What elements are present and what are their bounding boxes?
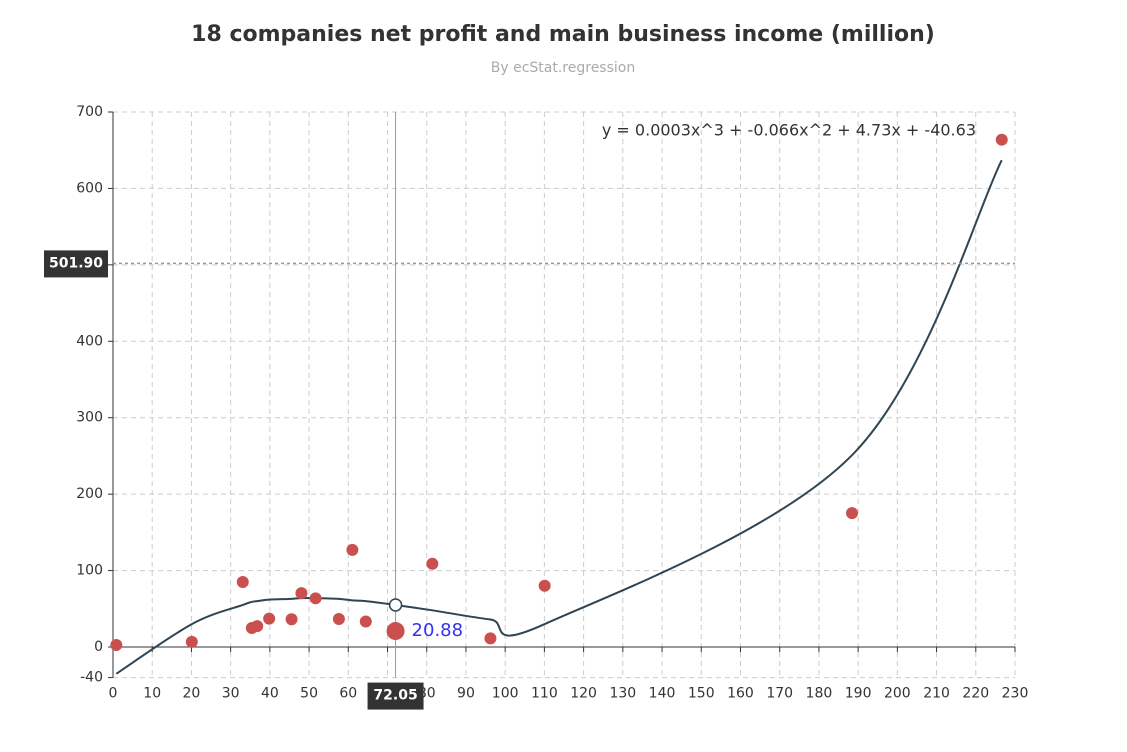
equation: y = 0.0003x^3 + -0.066x^2 + 4.73x + -40.…: [602, 121, 976, 140]
point: [332, 613, 345, 626]
x-tick-label: 210: [923, 686, 950, 702]
y-tick-label: 600: [76, 180, 103, 196]
x-tick-label: 140: [649, 686, 676, 702]
point: [263, 612, 276, 625]
point: [245, 622, 258, 635]
point: [309, 592, 322, 605]
point: [285, 613, 298, 626]
x-tick-label: 90: [457, 686, 475, 702]
point: [846, 507, 859, 520]
point: [995, 133, 1008, 146]
x-tick-label: 190: [845, 686, 872, 702]
x-tick-label: 120: [570, 686, 597, 702]
pointer-label-x-bg: [367, 682, 424, 710]
regression-line: [115, 159, 1003, 675]
point: [359, 615, 372, 628]
y-tick-label: 300: [76, 410, 103, 426]
y-tick-label: 700: [76, 104, 103, 120]
x-tick-label: 40: [261, 686, 279, 702]
x-tick-label: 10: [143, 686, 161, 702]
point: [386, 622, 405, 641]
point: [484, 632, 497, 645]
y-tick-label: -40: [80, 670, 103, 686]
x-tick-label: 220: [962, 686, 989, 702]
point: [538, 579, 551, 592]
point: [185, 635, 198, 648]
chart-subtitle: By ecStat.regression: [491, 60, 635, 76]
x-tick-label: 100: [492, 686, 519, 702]
y-tick-label: 400: [76, 333, 103, 349]
pointer-label-x: 72.05: [373, 688, 417, 704]
point: [295, 587, 308, 600]
point: [346, 543, 359, 556]
x-tick-label: 200: [884, 686, 911, 702]
point-label: 20.88: [412, 620, 464, 641]
x-tick-label: 230: [1002, 686, 1029, 702]
x-tick-label: 160: [727, 686, 754, 702]
x-tick-label: 150: [688, 686, 715, 702]
chart-title: 18 companies net profit and main busines…: [191, 22, 935, 47]
regression-point: [388, 598, 403, 612]
x-tick-label: 170: [766, 686, 793, 702]
y-tick-label: 0: [94, 639, 103, 655]
x-tick-label: 130: [609, 686, 636, 702]
point: [426, 557, 439, 570]
x-tick-label: 30: [222, 686, 240, 702]
x-tick-label: 50: [300, 686, 318, 702]
pointer-label-y-bg: [44, 250, 108, 278]
point: [110, 639, 123, 652]
x-tick-label: 20: [183, 686, 201, 702]
x-tick-label: 60: [339, 686, 357, 702]
pointer-label-y: 501.90: [49, 255, 103, 271]
y-tick-label: 100: [76, 563, 103, 579]
x-tick-label: 110: [531, 686, 558, 702]
y-tick-label: 200: [76, 486, 103, 502]
x-tick-label: 180: [806, 686, 833, 702]
point: [236, 575, 249, 588]
x-tick-label: 0: [109, 686, 118, 702]
